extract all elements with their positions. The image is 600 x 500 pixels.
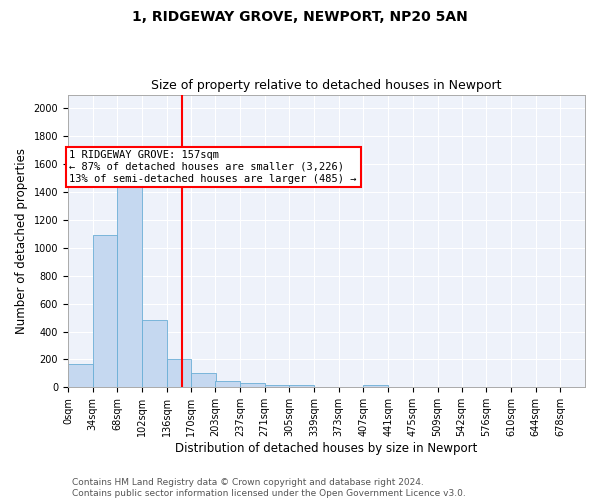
- Bar: [289, 386, 314, 388]
- Bar: [364, 386, 388, 388]
- Y-axis label: Number of detached properties: Number of detached properties: [15, 148, 28, 334]
- Title: Size of property relative to detached houses in Newport: Size of property relative to detached ho…: [151, 79, 502, 92]
- Bar: [240, 383, 265, 388]
- Text: 1, RIDGEWAY GROVE, NEWPORT, NP20 5AN: 1, RIDGEWAY GROVE, NEWPORT, NP20 5AN: [132, 10, 468, 24]
- Bar: [191, 374, 216, 388]
- X-axis label: Distribution of detached houses by size in Newport: Distribution of detached houses by size …: [175, 442, 478, 455]
- Bar: [68, 364, 92, 388]
- Bar: [215, 381, 240, 388]
- Text: 1 RIDGEWAY GROVE: 157sqm
← 87% of detached houses are smaller (3,226)
13% of sem: 1 RIDGEWAY GROVE: 157sqm ← 87% of detach…: [70, 150, 357, 184]
- Bar: [92, 236, 117, 388]
- Bar: [142, 320, 167, 388]
- Bar: [167, 360, 191, 388]
- Bar: [117, 160, 142, 388]
- Text: Contains HM Land Registry data © Crown copyright and database right 2024.
Contai: Contains HM Land Registry data © Crown c…: [72, 478, 466, 498]
- Bar: [265, 384, 289, 388]
